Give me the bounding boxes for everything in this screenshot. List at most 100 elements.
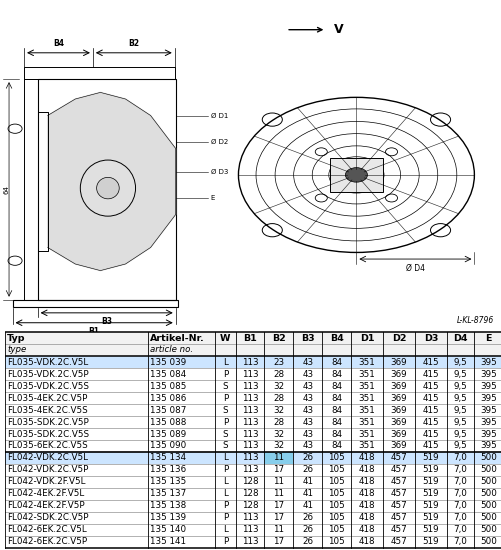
Text: 105: 105	[328, 465, 344, 475]
Text: 500: 500	[479, 477, 495, 486]
Text: 135 088: 135 088	[150, 417, 186, 427]
Text: 11: 11	[273, 453, 284, 463]
Text: 351: 351	[358, 394, 375, 403]
Text: 105: 105	[328, 513, 344, 522]
Text: 9,5: 9,5	[453, 417, 466, 427]
Text: FL042-VDK.2C.V5P: FL042-VDK.2C.V5P	[7, 465, 88, 475]
Text: 395: 395	[479, 442, 495, 450]
Text: E: E	[484, 334, 490, 343]
Text: 135 137: 135 137	[150, 490, 186, 498]
Text: 135 085: 135 085	[150, 382, 186, 390]
Text: 11: 11	[273, 525, 284, 535]
Text: 7,0: 7,0	[453, 513, 466, 522]
Text: FL035-4EK.2C.V5P: FL035-4EK.2C.V5P	[7, 394, 87, 403]
Text: 43: 43	[302, 382, 313, 390]
Text: FL035-SDK.2C.V5S: FL035-SDK.2C.V5S	[7, 430, 89, 438]
Text: 17: 17	[273, 465, 284, 475]
Text: Ø D4: Ø D4	[405, 264, 424, 273]
Text: 113: 113	[241, 513, 258, 522]
Text: 500: 500	[479, 465, 495, 475]
Text: 369: 369	[390, 382, 406, 390]
Text: 43: 43	[302, 358, 313, 367]
Text: 135 090: 135 090	[150, 442, 186, 450]
Text: 519: 519	[422, 525, 438, 535]
Text: 113: 113	[241, 537, 258, 546]
Bar	[13, 300, 178, 307]
Text: D2: D2	[391, 334, 405, 343]
Bar	[38, 79, 175, 300]
Text: 32: 32	[273, 382, 284, 390]
Text: 28: 28	[273, 370, 284, 378]
Text: 135 039: 135 039	[150, 358, 186, 367]
Text: 9,5: 9,5	[453, 430, 466, 438]
Text: 105: 105	[328, 453, 344, 463]
Text: 415: 415	[422, 370, 438, 378]
Text: 105: 105	[328, 502, 344, 510]
Text: 135 140: 135 140	[150, 525, 186, 535]
Text: 457: 457	[390, 537, 406, 546]
Bar	[5, 332, 501, 356]
Text: 500: 500	[479, 525, 495, 535]
Text: 128: 128	[241, 490, 258, 498]
Text: 135 139: 135 139	[150, 513, 186, 522]
Text: 43: 43	[302, 442, 313, 450]
Text: 457: 457	[390, 502, 406, 510]
Text: FL035-4EK.2C.V5S: FL035-4EK.2C.V5S	[7, 405, 88, 415]
Text: 9,5: 9,5	[453, 394, 466, 403]
Text: 113: 113	[241, 405, 258, 415]
Text: 369: 369	[390, 358, 406, 367]
Text: 9,5: 9,5	[453, 370, 466, 378]
Text: D3: D3	[423, 334, 437, 343]
Text: S: S	[222, 382, 227, 390]
Text: B1: B1	[89, 327, 99, 337]
Text: 105: 105	[328, 490, 344, 498]
Text: 11: 11	[273, 477, 284, 486]
Text: 26: 26	[302, 465, 313, 475]
Text: 7,0: 7,0	[453, 453, 466, 463]
Text: 26: 26	[302, 513, 313, 522]
Ellipse shape	[97, 177, 119, 199]
Text: 418: 418	[358, 537, 375, 546]
Text: P: P	[222, 417, 227, 427]
Text: E: E	[210, 195, 215, 201]
Text: L: L	[222, 477, 227, 486]
Circle shape	[345, 168, 367, 182]
Text: 415: 415	[422, 358, 438, 367]
Text: W: W	[219, 334, 230, 343]
Text: 113: 113	[241, 430, 258, 438]
Text: 415: 415	[422, 430, 438, 438]
Text: 105: 105	[328, 537, 344, 546]
Text: FL035-6EK.2C.V5S: FL035-6EK.2C.V5S	[7, 442, 88, 450]
Text: 395: 395	[479, 394, 495, 403]
Text: 369: 369	[390, 405, 406, 415]
Text: 84: 84	[330, 394, 341, 403]
Text: 519: 519	[422, 502, 438, 510]
Text: FL035-VDK.2C.V5P: FL035-VDK.2C.V5P	[7, 370, 89, 378]
Text: B3: B3	[300, 334, 314, 343]
Text: P: P	[222, 465, 227, 475]
Text: 135 136: 135 136	[150, 465, 186, 475]
Bar	[330, 158, 382, 192]
Text: 369: 369	[390, 430, 406, 438]
Text: Ø D3: Ø D3	[210, 169, 228, 174]
Text: 415: 415	[422, 394, 438, 403]
Text: B1: B1	[242, 334, 257, 343]
Text: FL035-SDK.2C.V5P: FL035-SDK.2C.V5P	[7, 417, 89, 427]
Text: FL042-4EK.2F.V5P: FL042-4EK.2F.V5P	[7, 502, 85, 510]
Text: 32: 32	[273, 405, 284, 415]
Text: L-KL-8796: L-KL-8796	[456, 316, 493, 324]
Text: 9,5: 9,5	[453, 442, 466, 450]
Text: 519: 519	[422, 513, 438, 522]
Text: type: type	[7, 345, 26, 354]
Text: 41: 41	[302, 477, 313, 486]
Text: L: L	[222, 490, 227, 498]
Text: 395: 395	[479, 430, 495, 438]
Text: L: L	[222, 453, 227, 463]
Text: FL042-SDK.2C.V5P: FL042-SDK.2C.V5P	[7, 513, 88, 522]
Text: 26: 26	[302, 453, 313, 463]
Text: 84: 84	[330, 370, 341, 378]
Text: 351: 351	[358, 442, 375, 450]
Text: 418: 418	[358, 513, 375, 522]
Text: 418: 418	[358, 477, 375, 486]
Text: Ø D1: Ø D1	[210, 113, 228, 118]
